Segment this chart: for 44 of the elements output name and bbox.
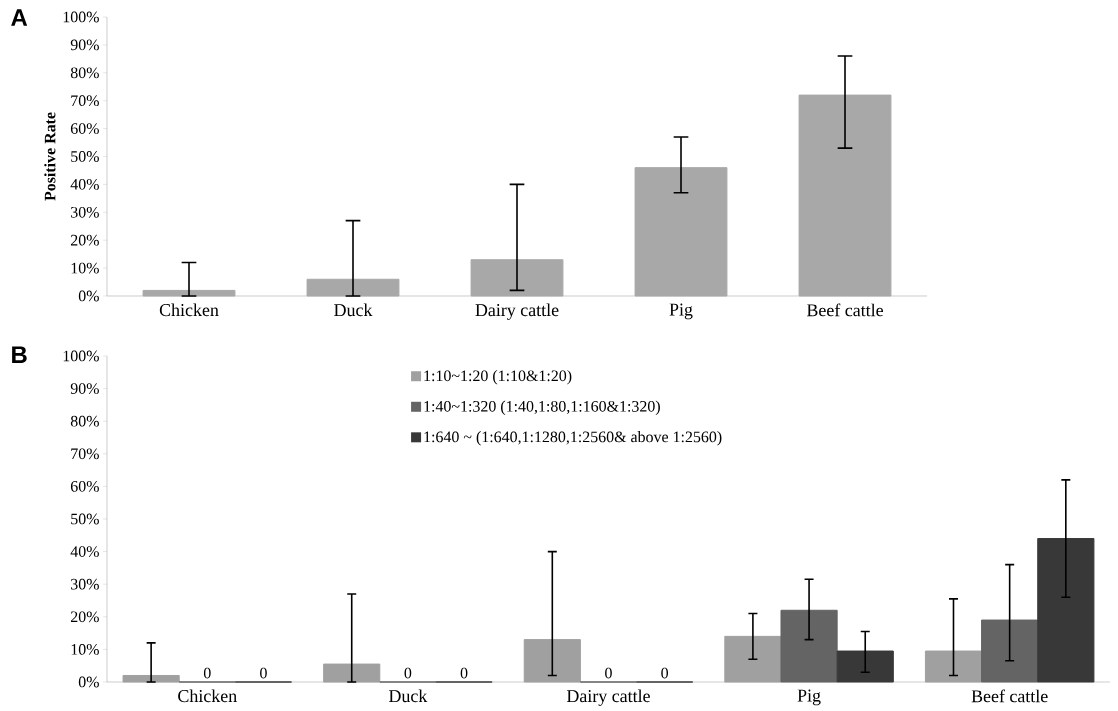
y-tick-label: 40% bbox=[70, 546, 99, 557]
y-tick-label: 20% bbox=[70, 611, 99, 623]
y-tick-label: 50% bbox=[71, 151, 99, 162]
data-label: 0 bbox=[404, 667, 412, 679]
legend-label: 1:10~1:20 (1:10&1:20) bbox=[424, 369, 572, 385]
y-tick-label: 100% bbox=[63, 350, 99, 362]
y-tick-label: 90% bbox=[70, 383, 99, 394]
y-tick-label: 70% bbox=[71, 95, 99, 107]
x-tick-label: Chicken bbox=[159, 303, 219, 317]
data-label: 0 bbox=[661, 667, 669, 679]
y-tick-label: 70% bbox=[71, 448, 99, 460]
chart-title: B bbox=[12, 346, 27, 363]
x-tick-label: Pig bbox=[669, 303, 693, 320]
y-tick-label: 30% bbox=[71, 206, 99, 218]
data-label: 0 bbox=[203, 667, 211, 679]
y-tick-label: 30% bbox=[71, 578, 99, 590]
y-tick-label: 100% bbox=[63, 11, 99, 23]
y-tick-label: 50% bbox=[71, 513, 99, 525]
y-tick-label: 60% bbox=[70, 481, 99, 492]
y-tick-label: 90% bbox=[70, 39, 99, 51]
x-tick-label: Duck bbox=[388, 689, 428, 703]
chart-title: A bbox=[11, 9, 28, 26]
data-label: 0 bbox=[460, 667, 468, 679]
x-tick-label: Beef cattle bbox=[971, 689, 1048, 703]
x-tick-label: Pig bbox=[797, 689, 821, 706]
x-tick-label: Dairy cattle bbox=[475, 303, 559, 320]
legend-label: 1:640 ~ (1:640,1:1280,1:2560& above 1:2560) bbox=[424, 431, 722, 446]
y-tick-label: 40% bbox=[70, 179, 99, 190]
x-tick-label: Duck bbox=[334, 303, 373, 317]
legend-label: 1:40~1:320 (1:40,1:80,1:160&1:320) bbox=[424, 400, 660, 415]
y-tick-label: 80% bbox=[70, 415, 99, 427]
y-axis-title: Positive Rate bbox=[44, 112, 56, 201]
data-label: 0 bbox=[605, 667, 612, 679]
y-tick-label: 0% bbox=[78, 290, 99, 302]
x-tick-label: Dairy cattle bbox=[566, 689, 650, 706]
y-tick-label: 10% bbox=[71, 644, 99, 655]
x-tick-label: Beef cattle bbox=[806, 303, 883, 317]
y-tick-label: 60% bbox=[70, 123, 99, 134]
y-tick-label: 0% bbox=[78, 676, 99, 688]
y-tick-label: 10% bbox=[71, 262, 99, 274]
y-tick-label: 80% bbox=[70, 67, 99, 79]
data-label: 0 bbox=[260, 667, 267, 679]
x-tick-label: Chicken bbox=[178, 689, 237, 703]
y-tick-label: 20% bbox=[70, 234, 99, 246]
